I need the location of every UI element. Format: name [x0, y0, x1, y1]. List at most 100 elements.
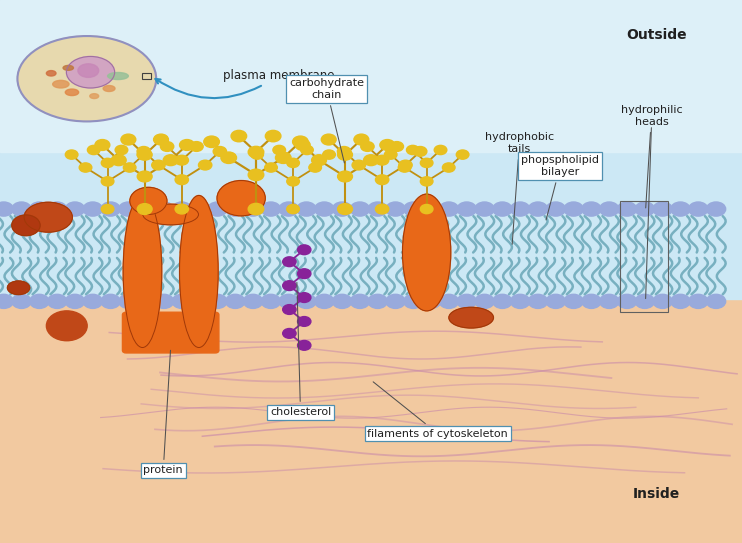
Circle shape: [617, 294, 637, 308]
Circle shape: [160, 142, 174, 151]
Circle shape: [30, 294, 49, 308]
Circle shape: [398, 163, 411, 172]
Circle shape: [137, 202, 156, 216]
Circle shape: [137, 294, 156, 308]
Circle shape: [298, 340, 311, 350]
Circle shape: [151, 160, 165, 170]
Circle shape: [83, 294, 102, 308]
Circle shape: [298, 293, 311, 302]
Ellipse shape: [123, 195, 162, 348]
Circle shape: [546, 202, 565, 216]
Circle shape: [175, 204, 188, 214]
Circle shape: [163, 155, 178, 166]
Circle shape: [375, 175, 389, 185]
Circle shape: [101, 177, 114, 186]
Text: Inside: Inside: [633, 487, 680, 501]
Ellipse shape: [7, 281, 30, 295]
Text: filaments of cytoskeleton: filaments of cytoskeleton: [367, 382, 508, 439]
Circle shape: [352, 160, 365, 170]
Bar: [0, 255, 742, 543]
Circle shape: [265, 163, 278, 172]
Circle shape: [180, 140, 194, 150]
Circle shape: [154, 134, 168, 145]
Circle shape: [421, 202, 441, 216]
Circle shape: [123, 163, 136, 172]
Circle shape: [190, 202, 209, 216]
Circle shape: [199, 160, 212, 170]
Circle shape: [564, 202, 583, 216]
Circle shape: [243, 294, 263, 308]
Circle shape: [457, 294, 476, 308]
Circle shape: [190, 294, 209, 308]
Circle shape: [332, 202, 352, 216]
Circle shape: [368, 294, 387, 308]
Circle shape: [635, 202, 654, 216]
Circle shape: [115, 146, 128, 155]
Ellipse shape: [142, 204, 198, 225]
Circle shape: [493, 202, 512, 216]
Circle shape: [323, 150, 335, 159]
Circle shape: [364, 155, 378, 166]
Ellipse shape: [180, 195, 218, 348]
Circle shape: [298, 245, 311, 255]
Circle shape: [119, 294, 138, 308]
Circle shape: [301, 146, 313, 155]
Bar: [620, 201, 668, 312]
Circle shape: [689, 202, 708, 216]
Circle shape: [350, 202, 370, 216]
Circle shape: [582, 294, 601, 308]
Ellipse shape: [24, 203, 73, 232]
Circle shape: [137, 204, 152, 214]
Circle shape: [386, 294, 405, 308]
Circle shape: [213, 147, 226, 156]
Circle shape: [121, 134, 136, 145]
Circle shape: [261, 202, 280, 216]
Circle shape: [457, 202, 476, 216]
Circle shape: [600, 202, 619, 216]
Circle shape: [510, 294, 530, 308]
Circle shape: [510, 202, 530, 216]
Circle shape: [137, 150, 150, 159]
Circle shape: [384, 150, 397, 159]
Ellipse shape: [12, 215, 40, 236]
Circle shape: [275, 152, 291, 163]
Circle shape: [439, 294, 459, 308]
Circle shape: [315, 202, 334, 216]
Text: carbohydrate
chain: carbohydrate chain: [289, 78, 364, 163]
Circle shape: [321, 134, 336, 145]
Circle shape: [413, 147, 427, 156]
Circle shape: [375, 204, 389, 214]
Circle shape: [375, 155, 389, 165]
Circle shape: [354, 134, 369, 145]
Circle shape: [79, 163, 92, 172]
Ellipse shape: [67, 56, 115, 88]
Circle shape: [706, 202, 726, 216]
Circle shape: [101, 202, 120, 216]
Circle shape: [283, 329, 296, 338]
Circle shape: [47, 294, 67, 308]
Circle shape: [420, 205, 433, 214]
Circle shape: [297, 294, 316, 308]
Text: Outside: Outside: [626, 28, 687, 42]
Bar: [142, 73, 151, 79]
Ellipse shape: [90, 94, 99, 99]
Text: protein: protein: [143, 350, 183, 476]
Circle shape: [338, 204, 352, 214]
Circle shape: [361, 142, 374, 151]
Circle shape: [273, 146, 286, 155]
Circle shape: [398, 160, 412, 170]
Circle shape: [338, 149, 352, 160]
Circle shape: [386, 202, 405, 216]
Circle shape: [137, 149, 152, 160]
Circle shape: [439, 202, 459, 216]
Circle shape: [528, 202, 548, 216]
Circle shape: [671, 294, 690, 308]
Circle shape: [298, 317, 311, 326]
Circle shape: [434, 146, 447, 155]
Circle shape: [190, 142, 203, 151]
Text: hydrophobic
tails: hydrophobic tails: [485, 132, 554, 244]
Circle shape: [221, 152, 237, 163]
Ellipse shape: [63, 66, 73, 71]
Circle shape: [546, 294, 565, 308]
Circle shape: [528, 294, 548, 308]
